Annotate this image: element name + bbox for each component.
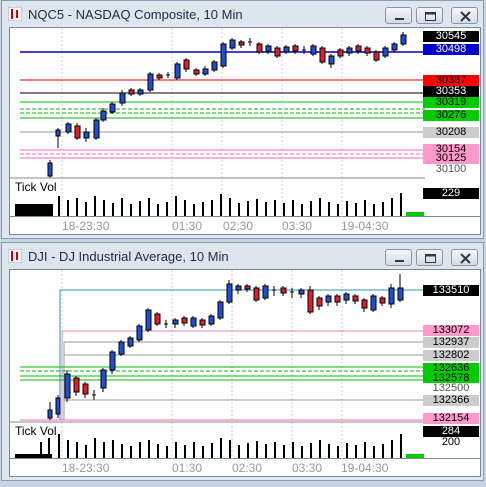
price-label: 30100 bbox=[423, 164, 479, 175]
price-label: 132366 bbox=[423, 395, 479, 406]
time-label: 02:30 bbox=[232, 461, 263, 475]
maximize-icon bbox=[425, 254, 436, 263]
time-label: 18-23:30 bbox=[62, 461, 110, 475]
close-button[interactable] bbox=[451, 7, 478, 24]
price-chart-area[interactable]: Tick Vol 133510 133072 132937 132802 132… bbox=[9, 269, 481, 460]
price-label: 30353 bbox=[423, 86, 479, 97]
price-label: 132937 bbox=[423, 337, 479, 348]
candlestick-plot bbox=[10, 270, 425, 460]
close-icon bbox=[460, 253, 471, 264]
price-label: 133072 bbox=[423, 325, 479, 336]
price-label: 132802 bbox=[423, 350, 479, 361]
price-label: 30545 bbox=[423, 31, 479, 42]
close-icon bbox=[460, 11, 471, 22]
price-label: 132500 bbox=[423, 383, 479, 394]
window-title: DJI - DJ Industrial Average, 10 Min bbox=[28, 249, 229, 264]
time-label: 01:30 bbox=[172, 219, 203, 233]
window-title-bar[interactable]: DJI - DJ Industrial Average, 10 Min bbox=[2, 243, 483, 269]
price-label: 30208 bbox=[423, 127, 479, 138]
price-label: 132578 bbox=[423, 373, 479, 384]
price-label: 30387 bbox=[423, 75, 479, 86]
chart-app-icon bbox=[8, 249, 22, 263]
time-axis[interactable]: 18-23:30 01:30 02:30 03:30 19-04:30 bbox=[9, 217, 481, 235]
price-label: 132154 bbox=[423, 413, 479, 424]
price-label: 30154 bbox=[423, 144, 479, 155]
minimize-button[interactable] bbox=[385, 249, 412, 266]
minimize-icon bbox=[395, 18, 404, 20]
price-label: 30319 bbox=[423, 97, 479, 108]
maximize-icon bbox=[425, 12, 436, 21]
time-label: 01:30 bbox=[172, 461, 203, 475]
maximize-button[interactable] bbox=[416, 249, 443, 266]
chart-app-icon bbox=[8, 7, 22, 21]
price-label: 30125 bbox=[423, 153, 479, 164]
time-axis[interactable]: 18-23:30 01:30 02:30 03:30 19-04:30 bbox=[9, 459, 481, 477]
tick-vol-label: Tick Vol bbox=[15, 180, 57, 194]
minimize-icon bbox=[395, 260, 404, 262]
price-label: 133510 bbox=[423, 285, 479, 296]
close-button[interactable] bbox=[451, 249, 478, 266]
dji-chart-window: DJI - DJ Industrial Average, 10 Min bbox=[1, 242, 484, 481]
time-label: 03:30 bbox=[282, 219, 313, 233]
time-label: 18-23:30 bbox=[62, 219, 110, 233]
volume-label: 200 bbox=[423, 437, 479, 448]
volume-label: 284 bbox=[423, 426, 479, 437]
maximize-button[interactable] bbox=[416, 7, 443, 24]
candlestick-plot bbox=[10, 28, 425, 218]
time-label: 19-04:30 bbox=[341, 219, 389, 233]
price-label: 30498 bbox=[423, 44, 479, 55]
time-label: 19-04:30 bbox=[341, 461, 389, 475]
window-title: NQC5 - NASDAQ Composite, 10 Min bbox=[28, 7, 243, 22]
nasdaq-chart-window: NQC5 - NASDAQ Composite, 10 Min bbox=[1, 0, 484, 239]
volume-label: 229 bbox=[423, 188, 479, 199]
window-title-bar[interactable]: NQC5 - NASDAQ Composite, 10 Min bbox=[2, 1, 483, 27]
price-label: 30276 bbox=[423, 110, 479, 121]
price-chart-area[interactable]: Tick Vol 30545 30498 30387 30353 30319 3… bbox=[9, 27, 481, 218]
tick-vol-label: Tick Vol bbox=[15, 424, 57, 438]
time-label: 02:30 bbox=[223, 219, 254, 233]
price-label: 132636 bbox=[423, 363, 479, 374]
time-label: 03:30 bbox=[292, 461, 323, 475]
minimize-button[interactable] bbox=[385, 7, 412, 24]
